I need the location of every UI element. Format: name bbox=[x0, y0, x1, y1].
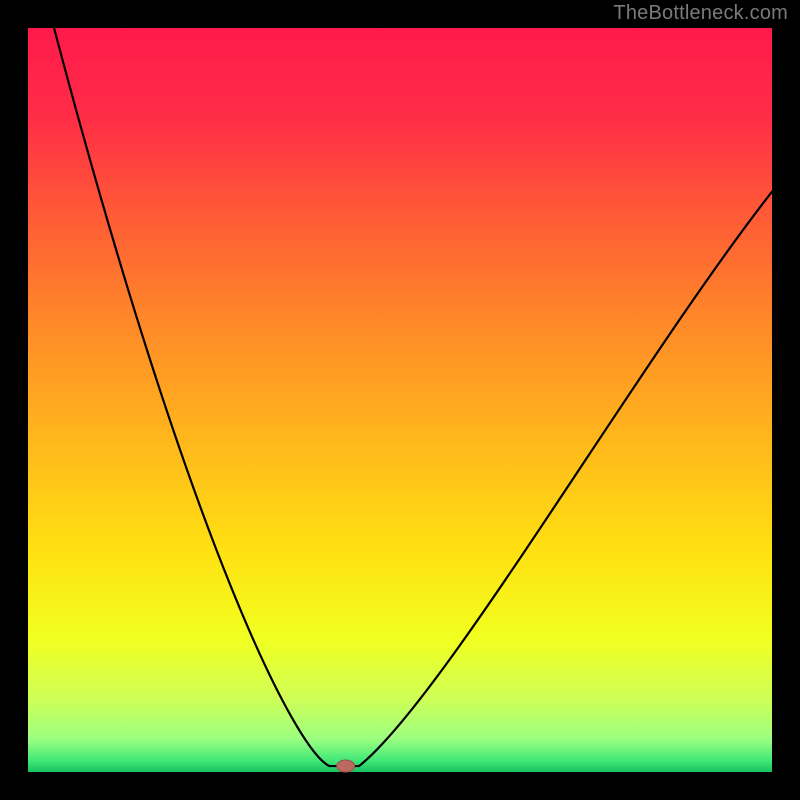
chart-container: TheBottleneck.com bbox=[0, 0, 800, 800]
watermark-text: TheBottleneck.com bbox=[613, 2, 788, 25]
bottleneck-chart bbox=[0, 0, 800, 800]
plot-background-gradient bbox=[28, 28, 772, 772]
optimal-point-marker bbox=[337, 760, 355, 772]
